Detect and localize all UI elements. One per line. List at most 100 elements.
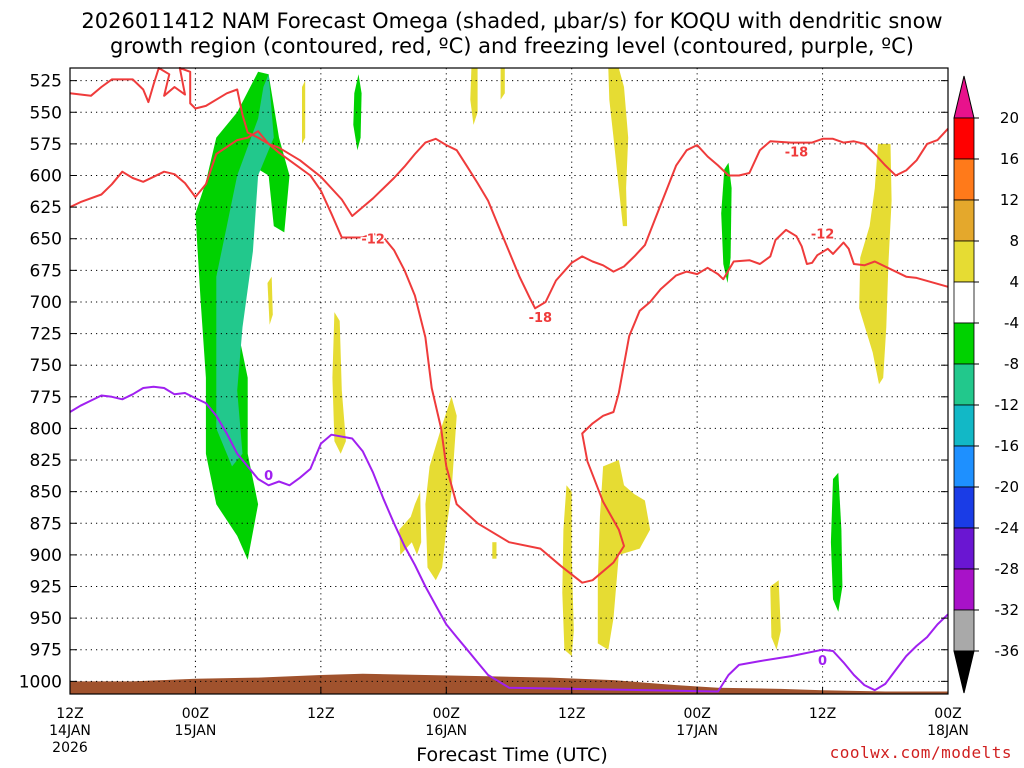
y-axis: 525 550 575 600 625 650 675 700 725 750 775 800 825 8… bbox=[19, 72, 948, 692]
omega-region-15 bbox=[267, 276, 273, 325]
colorbar-segment bbox=[953, 486, 975, 529]
x-tick-label: 17JAN bbox=[676, 723, 718, 739]
y-tick-label: 525 bbox=[30, 72, 62, 92]
x-tick-label: 00Z bbox=[683, 706, 710, 722]
x-tick-label: 00Z bbox=[182, 706, 209, 722]
y-tick-label: 1000 bbox=[19, 672, 62, 692]
x-tick-label: 14JAN bbox=[49, 723, 91, 739]
colorbar-segment bbox=[953, 568, 975, 611]
colorbar-label: -28 bbox=[995, 560, 1020, 578]
colorbar-label: -12 bbox=[995, 396, 1020, 414]
x-tick-label: 18JAN bbox=[927, 723, 969, 739]
colorbar-label: 8 bbox=[1009, 232, 1019, 250]
omega-region-4 bbox=[830, 472, 843, 612]
contour-label: -12 bbox=[361, 233, 385, 248]
omega-region-12 bbox=[500, 68, 505, 100]
y-tick-label: 825 bbox=[30, 451, 62, 471]
omega-region-6 bbox=[425, 396, 457, 581]
x-tick-label: 2026 bbox=[52, 740, 88, 756]
colorbar-segment bbox=[953, 240, 975, 283]
y-tick-label: 700 bbox=[30, 293, 62, 313]
contour-label: -18 bbox=[785, 145, 809, 160]
colorbar-segment bbox=[953, 609, 975, 652]
colorbar-segment bbox=[953, 117, 975, 160]
x-tick-label: 16JAN bbox=[425, 723, 467, 739]
colorbar-segment bbox=[953, 199, 975, 242]
colorbar-label: -8 bbox=[1004, 355, 1019, 373]
omega-region-9 bbox=[597, 460, 651, 650]
x-tick-label: 00Z bbox=[934, 706, 961, 722]
colorbar-label: -32 bbox=[995, 601, 1020, 619]
colorbar-segment bbox=[953, 158, 975, 201]
omega-region-1 bbox=[216, 74, 274, 467]
plot-frame bbox=[69, 67, 949, 695]
x-tick-label: 15JAN bbox=[175, 723, 217, 739]
omega-region-13 bbox=[859, 143, 892, 385]
contour-line-2 bbox=[69, 385, 949, 693]
x-tick-label: 12Z bbox=[809, 706, 836, 722]
contour-label: -18 bbox=[529, 311, 553, 326]
colorbar-label: -20 bbox=[995, 478, 1020, 496]
terrain-fill bbox=[70, 673, 948, 694]
colorbar-label: 20 bbox=[1000, 109, 1019, 127]
contour-labels: -12 -18 -18 -12 0 0 bbox=[263, 144, 836, 670]
colorbar-segment bbox=[953, 445, 975, 488]
y-tick-label: 650 bbox=[30, 230, 62, 250]
colorbar-bottom-arrow bbox=[953, 650, 975, 694]
omega-region-7 bbox=[399, 491, 422, 555]
colorbar-label: -4 bbox=[1004, 314, 1019, 332]
colorbar-label: -16 bbox=[995, 437, 1020, 455]
x-axis-title: Forecast Time (UTC) bbox=[416, 744, 608, 766]
colorbar-label: 4 bbox=[1009, 273, 1019, 291]
colorbar-label: 16 bbox=[1000, 150, 1019, 168]
y-tick-label: 750 bbox=[30, 356, 62, 376]
x-tick-label: 00Z bbox=[433, 706, 460, 722]
y-tick-label: 675 bbox=[30, 261, 62, 281]
grid-lines bbox=[70, 68, 948, 694]
contour-label: 0 bbox=[264, 469, 273, 484]
colorbar: 20 16 12 8 4 -4 -8 -12 -16 -20 -24 -28 -32 -36 bbox=[953, 75, 1020, 694]
colorbar-top-arrow bbox=[953, 75, 975, 119]
y-tick-label: 625 bbox=[30, 198, 62, 218]
y-tick-label: 775 bbox=[30, 388, 62, 408]
x-tick-label: 12Z bbox=[307, 706, 334, 722]
colorbar-label: 12 bbox=[1000, 191, 1019, 209]
omega-shading bbox=[195, 68, 892, 657]
contour-label: -12 bbox=[811, 228, 835, 243]
omega-region-11 bbox=[470, 68, 478, 125]
omega-region-16 bbox=[302, 80, 306, 144]
colorbar-segment bbox=[953, 281, 975, 324]
colorbar-segment bbox=[953, 363, 975, 406]
colorbar-label: -24 bbox=[995, 519, 1020, 537]
colorbar-segment bbox=[953, 404, 975, 447]
chart-title-line-1: 2026011412 NAM Forecast Omega (shaded, μ… bbox=[81, 9, 943, 33]
contour-line-1 bbox=[69, 67, 949, 310]
y-tick-label: 850 bbox=[30, 483, 62, 503]
contour-line-0 bbox=[69, 130, 949, 584]
y-tick-label: 600 bbox=[30, 166, 62, 186]
contour-label: 0 bbox=[818, 654, 827, 669]
contour-lines bbox=[69, 67, 949, 693]
y-tick-label: 975 bbox=[30, 641, 62, 661]
colorbar-label: -36 bbox=[995, 642, 1020, 660]
terrain-polygon bbox=[70, 673, 948, 694]
x-tick-label: 12Z bbox=[56, 706, 83, 722]
colorbar-segment bbox=[953, 527, 975, 570]
omega-region-3 bbox=[721, 162, 732, 283]
y-tick-label: 875 bbox=[30, 514, 62, 534]
chart-title-line-2: growth region (contoured, red, ºC) and f… bbox=[110, 34, 914, 58]
y-tick-label: 550 bbox=[30, 103, 62, 123]
y-tick-label: 900 bbox=[30, 546, 62, 566]
omega-region-2 bbox=[353, 74, 362, 151]
omega-region-14 bbox=[770, 580, 781, 650]
omega-region-5 bbox=[332, 312, 346, 454]
credit-text: coolwx.com/modelts bbox=[829, 743, 1012, 762]
y-tick-label: 800 bbox=[30, 419, 62, 439]
y-tick-label: 575 bbox=[30, 135, 62, 155]
y-tick-label: 925 bbox=[30, 578, 62, 598]
y-tick-label: 950 bbox=[30, 609, 62, 629]
colorbar-segment bbox=[953, 322, 975, 365]
x-tick-label: 12Z bbox=[558, 706, 585, 722]
